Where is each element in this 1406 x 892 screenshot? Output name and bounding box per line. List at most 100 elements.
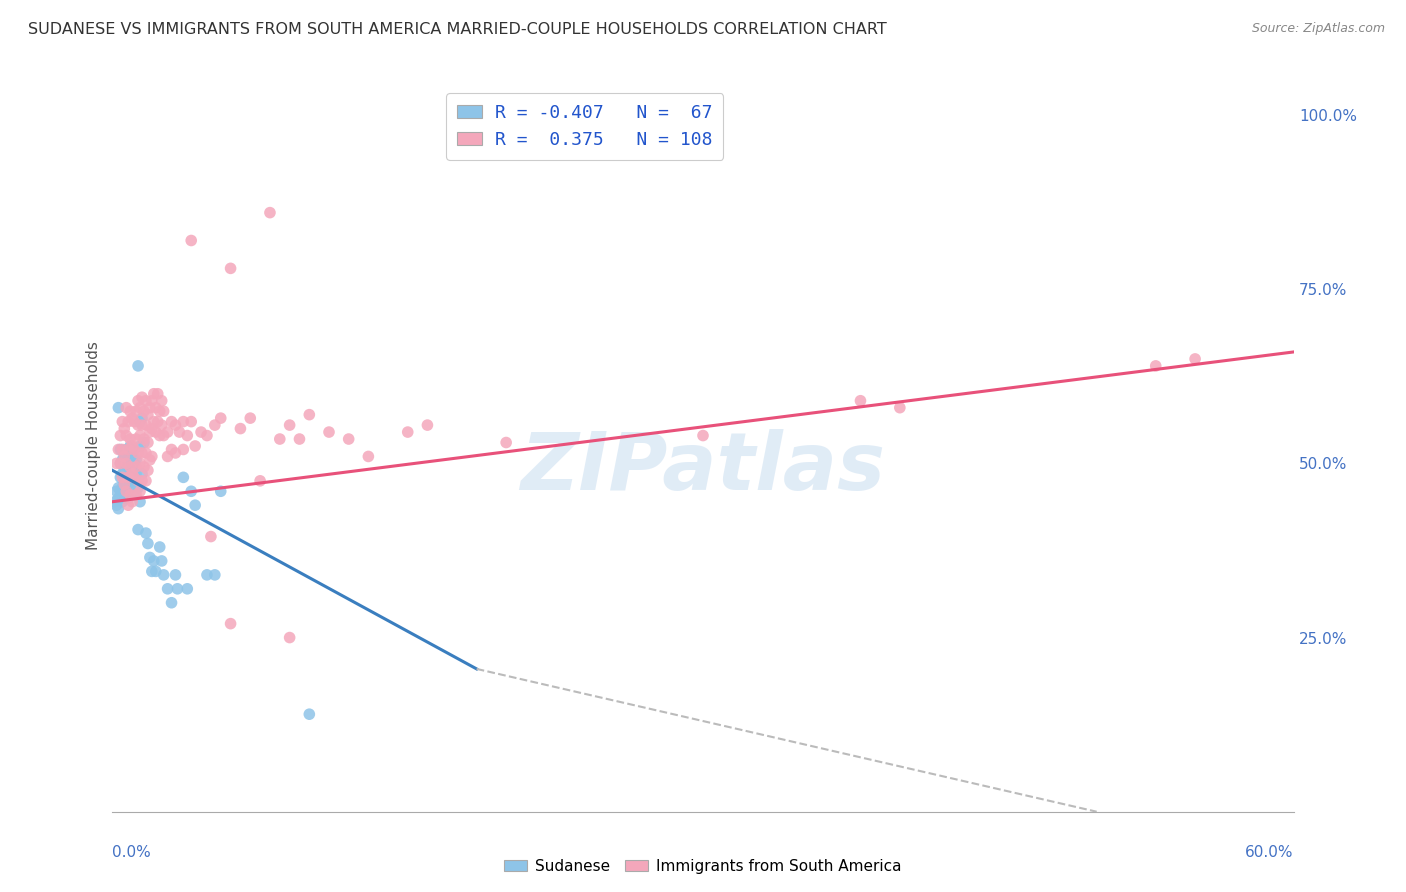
- Point: [121, 459, 143, 474]
- Point: [184, 498, 207, 512]
- Point: [1184, 351, 1206, 366]
- Y-axis label: Married-couple Households: Married-couple Households: [86, 342, 101, 550]
- Point: [125, 453, 148, 467]
- Point: [125, 459, 148, 474]
- Point: [107, 501, 129, 516]
- Point: [117, 415, 139, 429]
- Point: [136, 435, 159, 450]
- Point: [136, 536, 159, 550]
- Point: [129, 494, 152, 508]
- Point: [105, 484, 128, 499]
- Point: [195, 567, 218, 582]
- Point: [122, 470, 145, 484]
- Point: [111, 470, 134, 484]
- Point: [115, 484, 138, 499]
- Point: [136, 463, 159, 477]
- Point: [117, 442, 139, 457]
- Point: [120, 481, 142, 495]
- Point: [121, 474, 143, 488]
- Point: [495, 435, 517, 450]
- Point: [166, 582, 188, 596]
- Point: [149, 404, 172, 418]
- Point: [111, 467, 134, 481]
- Point: [115, 457, 138, 471]
- Text: Source: ZipAtlas.com: Source: ZipAtlas.com: [1251, 22, 1385, 36]
- Point: [146, 415, 169, 429]
- Point: [131, 467, 153, 481]
- Point: [121, 446, 143, 460]
- Point: [127, 446, 149, 460]
- Point: [135, 474, 157, 488]
- Point: [180, 234, 202, 248]
- Point: [115, 470, 138, 484]
- Point: [249, 474, 271, 488]
- Point: [120, 488, 142, 502]
- Point: [209, 411, 232, 425]
- Point: [172, 442, 194, 457]
- Point: [120, 439, 142, 453]
- Point: [145, 565, 167, 579]
- Point: [156, 425, 179, 439]
- Point: [110, 484, 132, 499]
- Point: [288, 432, 311, 446]
- Point: [122, 470, 145, 484]
- Point: [172, 415, 194, 429]
- Point: [139, 425, 162, 439]
- Point: [110, 442, 132, 457]
- Point: [176, 428, 198, 442]
- Point: [139, 453, 162, 467]
- Point: [117, 463, 139, 477]
- Point: [107, 481, 129, 495]
- Point: [337, 432, 360, 446]
- Point: [112, 450, 135, 464]
- Point: [122, 442, 145, 457]
- Point: [160, 596, 183, 610]
- Point: [152, 567, 174, 582]
- Point: [146, 386, 169, 401]
- Text: ZIPatlas: ZIPatlas: [520, 429, 886, 507]
- Point: [125, 404, 148, 418]
- Point: [122, 457, 145, 471]
- Point: [112, 477, 135, 491]
- Point: [110, 457, 132, 471]
- Point: [139, 550, 162, 565]
- Point: [129, 401, 152, 415]
- Point: [107, 491, 129, 506]
- Point: [278, 418, 301, 433]
- Point: [165, 446, 187, 460]
- Point: [692, 428, 714, 442]
- Point: [298, 408, 321, 422]
- Point: [135, 418, 157, 433]
- Point: [115, 457, 138, 471]
- Point: [117, 450, 139, 464]
- Point: [131, 390, 153, 404]
- Point: [156, 450, 179, 464]
- Point: [176, 582, 198, 596]
- Point: [141, 421, 163, 435]
- Point: [152, 428, 174, 442]
- Point: [110, 470, 132, 484]
- Point: [160, 415, 183, 429]
- Point: [115, 428, 138, 442]
- Point: [105, 498, 128, 512]
- Point: [120, 404, 142, 418]
- Point: [121, 439, 143, 453]
- Point: [103, 494, 125, 508]
- Point: [132, 404, 155, 418]
- Point: [239, 411, 262, 425]
- Point: [298, 707, 321, 722]
- Point: [278, 631, 301, 645]
- Point: [318, 425, 340, 439]
- Point: [120, 432, 142, 446]
- Point: [184, 439, 207, 453]
- Point: [111, 494, 134, 508]
- Point: [150, 554, 173, 568]
- Point: [219, 261, 242, 276]
- Point: [135, 393, 157, 408]
- Point: [149, 540, 172, 554]
- Point: [269, 432, 291, 446]
- Point: [1144, 359, 1167, 373]
- Point: [135, 526, 157, 541]
- Point: [141, 393, 163, 408]
- Point: [121, 411, 143, 425]
